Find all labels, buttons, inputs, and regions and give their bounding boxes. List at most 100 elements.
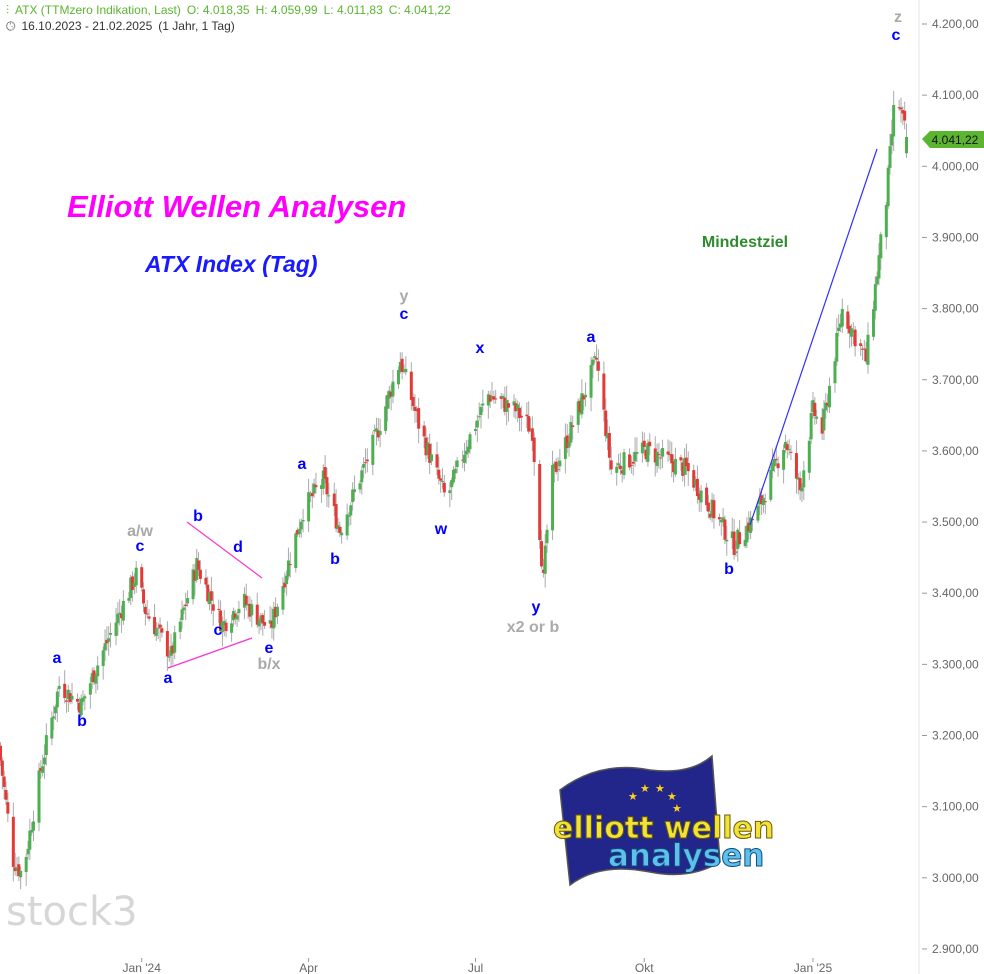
candle-up [107,638,111,642]
y-tick-label: 3.900,00 [932,230,979,244]
candle-up [892,105,896,137]
candle-up [837,327,841,331]
candle-up [385,395,389,409]
candle-up [543,545,547,574]
candle-down [325,477,329,495]
candle-up [787,449,791,451]
candle-down [798,478,802,491]
wave-label: a [298,456,307,473]
candle-down [338,526,342,533]
candle-up [516,404,520,411]
candle-up [756,505,760,521]
candle-up [351,489,355,503]
candle-down [204,577,208,585]
triangle-upper-line [186,521,263,579]
candle-up [114,622,118,637]
candle-up [886,167,890,207]
candle-down [628,454,632,468]
candle-up [558,460,562,467]
close-value: C: 4.041,22 [388,3,451,17]
candle-up [349,505,353,516]
candle-up [88,683,92,695]
candle-up [319,485,323,490]
wave-label: b [724,561,734,578]
candle-up [646,442,650,462]
candle-up [259,615,263,622]
candle-down [859,343,863,346]
candle-up [719,519,723,523]
date-range[interactable]: 16.10.2023 - 21.02.2025 [21,19,153,33]
y-tick-label: 3.100,00 [932,800,979,814]
candle-up [591,359,595,366]
candle-down [198,569,202,579]
candle-down [846,311,850,329]
candle-up [26,848,30,855]
candle-down [76,698,80,702]
candle-down [217,608,221,610]
interval[interactable]: (1 Jahr, 1 Tag) [158,19,235,33]
candle-up [308,494,312,496]
candle-up [475,420,479,428]
candle-up [606,433,610,439]
candle-down [206,584,210,602]
candle-down [165,631,169,657]
candle-down [529,428,533,430]
candle-up [281,585,285,610]
candle-down [428,443,432,463]
candle-up [490,396,494,399]
candle-up [230,623,234,633]
candle-down [747,522,751,532]
candle-up [83,696,87,699]
candle-up [41,766,45,773]
candle-down [527,416,531,432]
candle-up [884,204,888,238]
candle-down [145,613,149,615]
candle-up [851,331,855,333]
candle-up [402,369,406,371]
candle-up [426,442,430,455]
candle-down [514,403,518,412]
chart-title: Elliott Wellen Analysen [67,189,406,224]
candle-down [642,440,646,447]
candle-up [890,134,894,146]
candle-down [39,768,43,771]
candle-up [396,369,400,385]
candle-down [620,470,624,474]
candle-down [184,604,188,607]
candle-down [224,622,228,632]
candle-down [763,501,767,503]
candle-up [875,276,879,285]
candle-down [717,517,721,520]
candle-down [219,610,223,632]
candle-down [659,457,663,459]
candle-down [120,613,124,619]
candle-up [429,454,433,462]
candle-up [384,406,388,431]
candle-down [503,397,507,412]
candle-up [307,492,311,522]
wave-label: b [330,551,340,568]
candle-up [479,407,483,415]
candle-up [661,448,665,457]
candle-up [186,598,190,604]
candle-up [576,401,580,425]
candle-up [109,632,113,635]
candle-up [552,463,556,469]
candle-up [866,334,870,365]
candle-up [440,480,444,482]
candle-up [615,466,619,473]
candle-up [730,531,734,539]
indicator-icon[interactable]: ⫶ [6,3,10,17]
candle-down [582,395,586,400]
candle-down [296,529,300,535]
candle-down [270,621,274,628]
candle-down [494,398,498,400]
candle-down [540,541,544,567]
candle-up [134,567,138,586]
candle-up [191,569,195,600]
candle-up [242,593,246,608]
target-trend-line [749,148,878,526]
candle-up [336,524,340,529]
candle-down [283,582,287,588]
candle-down [644,449,648,460]
